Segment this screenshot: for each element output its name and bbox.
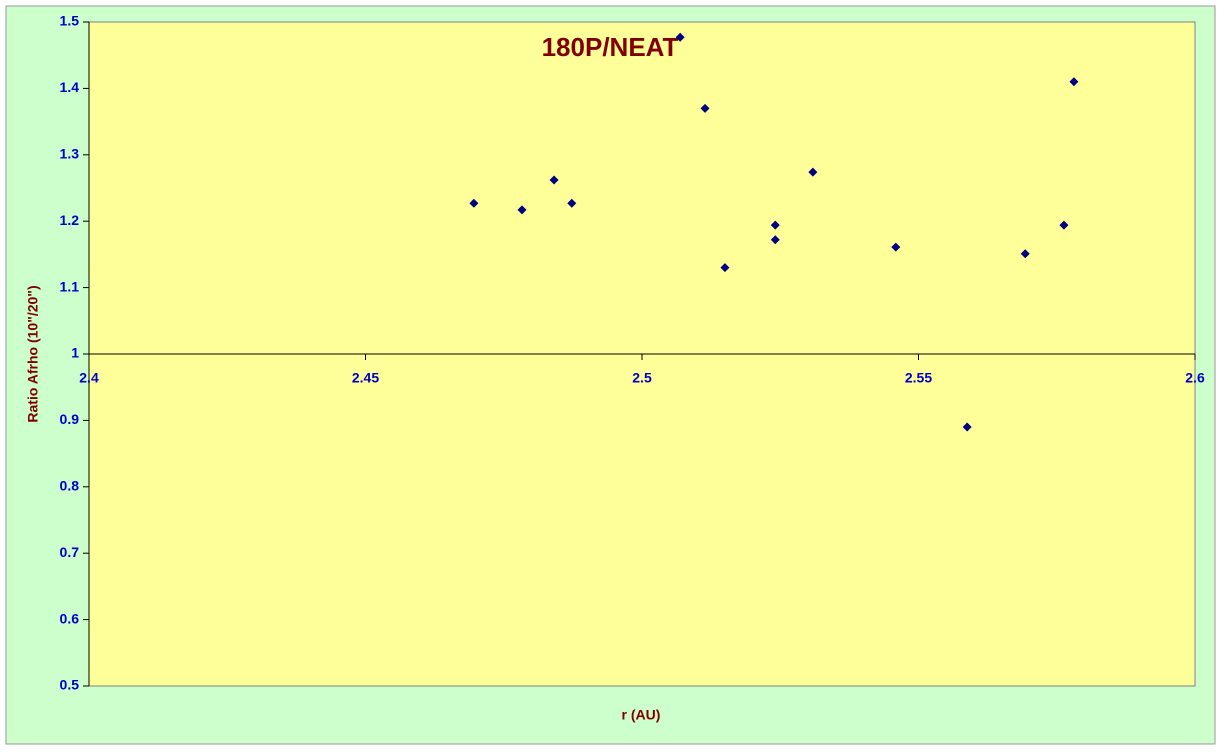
data-point	[962, 422, 972, 432]
x-tick-label: 2.6	[1185, 370, 1205, 386]
chart-title: 180P/NEAT	[542, 32, 679, 62]
data-point	[469, 198, 479, 208]
data-point	[891, 242, 901, 252]
x-tick-label: 2.45	[352, 370, 379, 386]
data-point	[770, 235, 780, 245]
data-point	[675, 32, 685, 42]
data-point	[1059, 220, 1069, 230]
x-tick-label: 2.55	[905, 370, 932, 386]
data-point	[567, 198, 577, 208]
y-tick-label: 1.1	[60, 278, 80, 294]
y-tick-label: 0.9	[60, 411, 80, 427]
y-tick-label: 1.2	[60, 212, 80, 228]
data-point	[549, 175, 559, 185]
x-tick-label: 2.4	[79, 370, 99, 386]
data-point	[517, 205, 527, 215]
data-point	[700, 103, 710, 113]
y-tick-label: 0.8	[60, 478, 80, 494]
x-tick-label: 2.5	[632, 370, 652, 386]
y-axis-title: Ratio Afrho (10"/20")	[25, 285, 41, 422]
data-point	[720, 263, 730, 273]
y-tick-label: 1	[71, 345, 79, 361]
y-tick-label: 0.6	[60, 610, 80, 626]
data-point	[1020, 249, 1030, 259]
data-point	[770, 220, 780, 230]
y-tick-label: 1.4	[60, 79, 80, 95]
y-tick-label: 1.5	[60, 13, 80, 29]
x-axis-title: r (AU)	[622, 707, 661, 723]
y-tick-label: 0.5	[60, 677, 80, 693]
data-point	[808, 167, 818, 177]
y-tick-label: 1.3	[60, 146, 80, 162]
y-tick-label: 0.7	[60, 544, 80, 560]
data-point	[1069, 77, 1079, 87]
